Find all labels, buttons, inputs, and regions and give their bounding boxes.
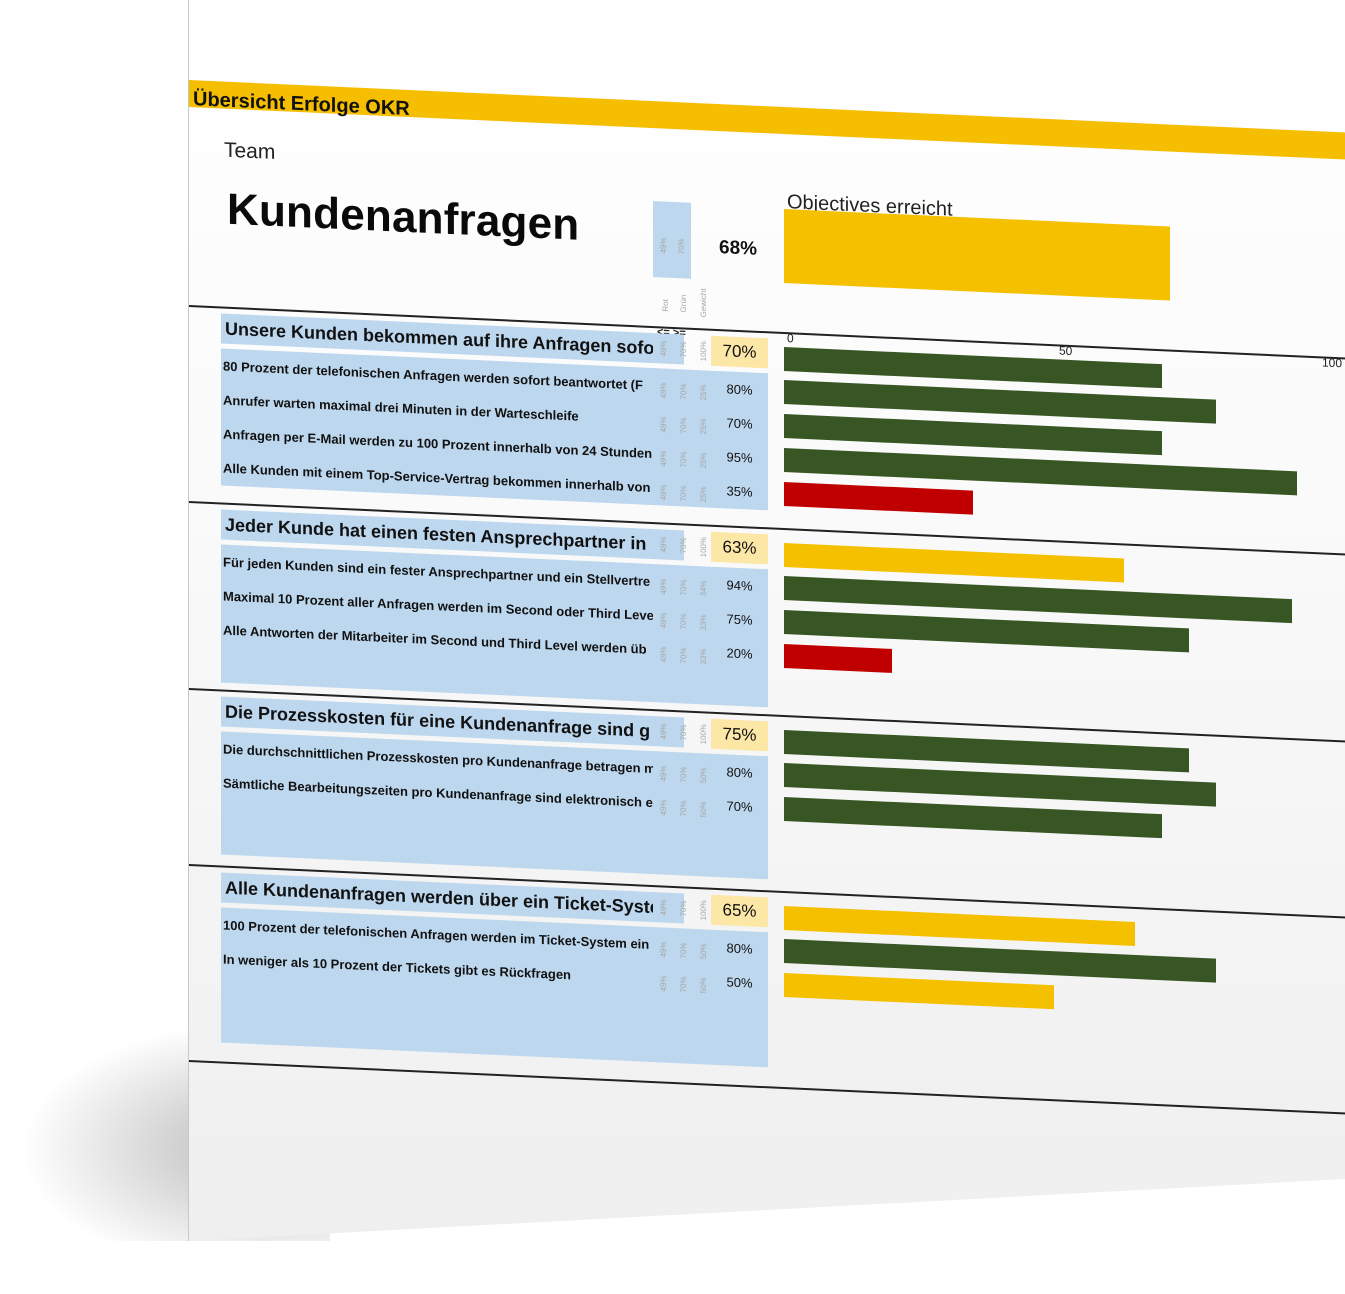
kr-weight: 33% — [699, 614, 708, 631]
objective-weight: 100% — [699, 340, 708, 362]
objective-green-threshold: 70% — [679, 724, 688, 741]
team-name: Kundenanfragen — [227, 184, 580, 250]
key-result-bar — [784, 414, 1162, 456]
kr-green-threshold: 70% — [679, 800, 688, 817]
kr-red-threshold: 49% — [659, 799, 668, 816]
kr-weight: 34% — [699, 580, 708, 597]
kr-red-threshold: 49% — [659, 382, 668, 399]
key-result-percent: 70% — [726, 798, 753, 815]
kr-green-threshold: 70% — [679, 383, 688, 400]
objectives-container: Unsere Kunden bekommen auf ihre Anfragen… — [189, 0, 1345, 1115]
key-result-bar — [784, 797, 1162, 839]
objective-percent: 75% — [722, 724, 757, 745]
key-result-percent: 80% — [726, 940, 753, 957]
kr-red-threshold: 49% — [659, 975, 668, 992]
objective-bar — [784, 543, 1125, 583]
overall-bar — [784, 209, 1170, 301]
kr-green-threshold: 70% — [679, 451, 688, 468]
kr-red-threshold: 49% — [659, 450, 668, 467]
objective-red-threshold: 49% — [659, 723, 668, 740]
key-result-bar — [784, 973, 1054, 1010]
key-result-percent: 35% — [726, 483, 753, 500]
kr-green-threshold: 70% — [679, 579, 688, 596]
kr-green-threshold: 70% — [679, 766, 688, 783]
kr-red-threshold: 49% — [659, 416, 668, 433]
key-result-bar — [784, 644, 892, 673]
kr-green-threshold: 70% — [679, 976, 688, 993]
objective-green-threshold: 70% — [679, 537, 688, 554]
objective-bar — [784, 906, 1135, 946]
kr-weight: 50% — [699, 767, 708, 784]
legend-red-threshold: 49% — [659, 237, 668, 254]
objective-percent: 70% — [722, 341, 757, 362]
key-result-percent: 80% — [726, 764, 753, 781]
sheet-content: Übersicht Erfolge OKR Team Kundenanfrage… — [189, 0, 1345, 1241]
key-result-percent: 50% — [726, 974, 753, 991]
kr-green-threshold: 70% — [679, 613, 688, 630]
objective-red-threshold: 49% — [659, 340, 668, 357]
overall-percent: 68% — [719, 237, 758, 260]
section-divider-end — [189, 1060, 1345, 1115]
kr-green-threshold: 70% — [679, 417, 688, 434]
key-result-percent: 80% — [726, 381, 753, 398]
kr-red-threshold: 49% — [659, 765, 668, 782]
kr-weight: 25% — [699, 486, 708, 503]
kr-weight: 25% — [699, 418, 708, 435]
objective-percent: 63% — [722, 537, 757, 558]
kr-red-threshold: 49% — [659, 484, 668, 501]
key-result-bar — [784, 482, 973, 515]
objective-percent: 65% — [722, 900, 757, 921]
objective-weight: 100% — [699, 536, 708, 558]
kr-green-threshold: 70% — [679, 647, 688, 664]
objective-red-threshold: 49% — [659, 536, 668, 553]
kr-red-threshold: 49% — [659, 646, 668, 663]
title-banner — [189, 80, 1345, 160]
key-result-percent: 70% — [726, 415, 753, 432]
legend-green-threshold: 70% — [677, 238, 686, 255]
legend-red-label: Rot — [661, 298, 670, 312]
kr-weight: 50% — [699, 943, 708, 960]
kr-green-threshold: 70% — [679, 942, 688, 959]
kr-weight: 25% — [699, 452, 708, 469]
kr-red-threshold: 49% — [659, 941, 668, 958]
legend-green-label: Grün — [679, 294, 688, 313]
objective-red-threshold: 49% — [659, 899, 668, 916]
kr-weight: 50% — [699, 801, 708, 818]
kr-weight: 25% — [699, 384, 708, 401]
key-result-percent: 75% — [726, 611, 753, 628]
kr-red-threshold: 49% — [659, 578, 668, 595]
objective-green-threshold: 70% — [679, 900, 688, 917]
key-result-percent: 94% — [726, 577, 753, 594]
kr-red-threshold: 49% — [659, 612, 668, 629]
key-result-percent: 95% — [726, 449, 753, 466]
kr-weight: 50% — [699, 977, 708, 994]
document-sheet: Übersicht Erfolge OKR Team Kundenanfrage… — [188, 0, 1345, 1241]
key-result-percent: 20% — [726, 645, 753, 662]
team-label: Team — [224, 138, 276, 164]
kr-green-threshold: 70% — [679, 485, 688, 502]
objective-weight: 100% — [699, 723, 708, 745]
objective-green-threshold: 70% — [679, 341, 688, 358]
objective-weight: 100% — [699, 899, 708, 921]
legend-weight-label: Gewicht — [699, 288, 708, 318]
kr-weight: 33% — [699, 648, 708, 665]
